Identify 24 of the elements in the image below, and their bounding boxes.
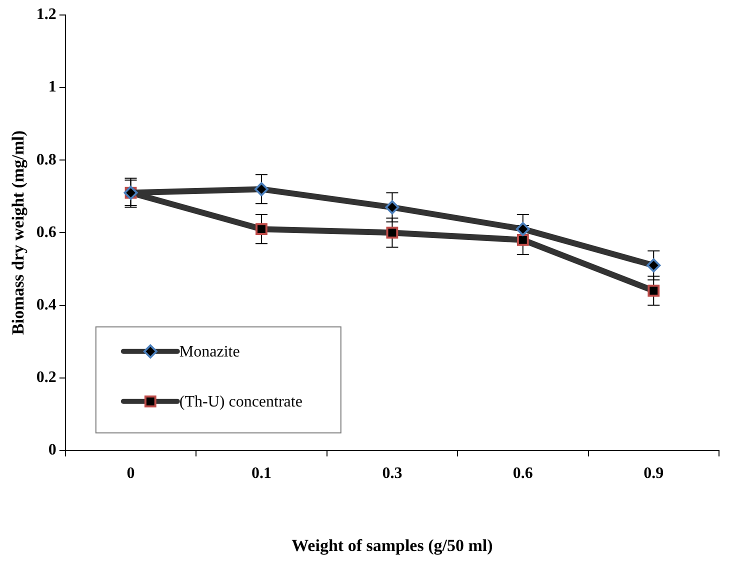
y-tick-label: 1: [48, 78, 56, 96]
point: [385, 200, 400, 214]
x-tick-label: 0.9: [644, 465, 664, 482]
point: [256, 223, 268, 236]
x-tick-label: 0.1: [251, 465, 272, 482]
point: [254, 182, 268, 196]
point: [516, 222, 530, 236]
y-tick-label: 0: [48, 442, 56, 459]
legend-label: Monazite: [179, 344, 240, 361]
x-tick-label: 0.3: [382, 465, 402, 482]
y-tick-label: 0.2: [36, 368, 56, 386]
point: [646, 258, 661, 272]
x-axis-title: Weight of samples (g/50 ml): [292, 536, 493, 556]
y-axis-title: Biomass dry weight (mg/ml): [8, 130, 28, 335]
point: [386, 226, 398, 239]
x-tick-label: 0: [126, 465, 135, 482]
y-tick-label: 0.8: [36, 151, 56, 168]
point: [648, 284, 660, 297]
y-tick-label: 0.4: [36, 296, 56, 314]
y-tick-label: 0.6: [36, 224, 56, 241]
point: [516, 234, 529, 246]
legend-label: (Th-U) concentrate: [179, 394, 302, 411]
x-tick-label: 0.6: [512, 465, 533, 482]
y-tick-label: 1.2: [36, 6, 56, 24]
